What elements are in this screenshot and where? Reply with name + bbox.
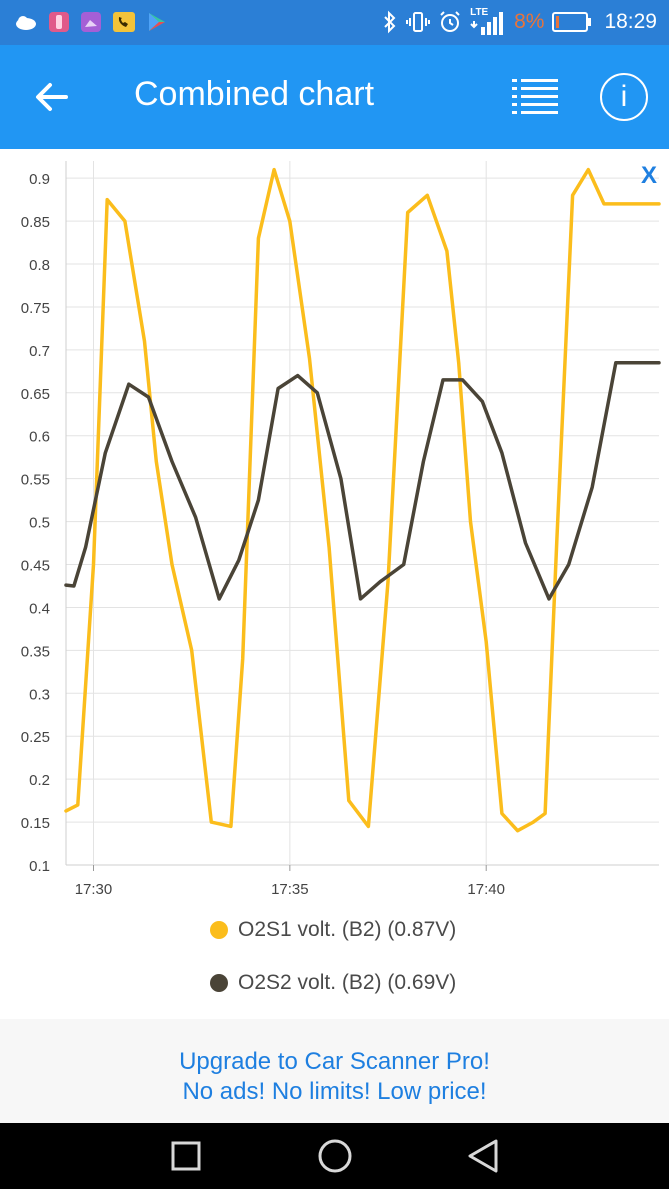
y-tick-label: 0.85 (21, 214, 50, 231)
legend-label: O2S1 volt. (B2) (0.87V) (238, 918, 457, 941)
arrow-left-icon[interactable] (32, 77, 72, 117)
y-tick-label: 0.7 (29, 343, 50, 360)
app-bar: Combined chart i (0, 45, 669, 149)
y-tick-label: 0.2 (29, 772, 50, 789)
info-icon[interactable]: i (600, 73, 648, 121)
app-icon-pink (49, 12, 69, 32)
list-icon[interactable] (512, 77, 558, 115)
series-line-o2s2 (64, 361, 661, 601)
y-tick-label: 0.8 (29, 257, 50, 274)
y-tick-label: 0.15 (21, 815, 50, 832)
weather-icon (16, 16, 36, 30)
series-line-o2s1 (64, 167, 661, 833)
y-tick-label: 0.3 (29, 686, 50, 703)
y-tick-label: 0.4 (29, 600, 50, 617)
battery-icon (552, 12, 592, 32)
battery-percent: 8% (514, 10, 545, 33)
back-triangle-icon[interactable] (466, 1138, 500, 1174)
y-tick-label: 0.25 (21, 729, 50, 746)
network-type: LTE (470, 7, 489, 18)
legend-item-o2s2[interactable]: O2S2 volt. (B2) (0.69V) (210, 971, 456, 995)
y-tick-label: 0.55 (21, 472, 50, 489)
y-tick-label: 0.5 (29, 515, 50, 532)
upgrade-line-1[interactable]: Upgrade to Car Scanner Pro! (179, 1048, 490, 1075)
vibrate-icon (406, 12, 431, 32)
legend-label: O2S2 volt. (B2) (0.69V) (238, 971, 457, 994)
chart-container: 0.1 0.15 0.2 0.25 0.3 0.35 0.4 0.45 0.5 0.55 0.6 0.… (0, 149, 669, 1019)
x-tick-label: 17:30 (75, 881, 113, 898)
notification-icons (14, 8, 168, 36)
navigation-bar (0, 1123, 669, 1189)
system-status: LTE 8% 18:29 (382, 6, 657, 38)
signal-icon (470, 12, 504, 35)
y-tick-label: 0.1 (29, 858, 50, 875)
recent-apps-icon[interactable] (170, 1140, 202, 1172)
upgrade-line-2[interactable]: No ads! No limits! Low price! (182, 1078, 487, 1105)
y-tick-label: 0.35 (21, 643, 50, 660)
upgrade-banner[interactable]: Upgrade to Car Scanner Pro! No ads! No l… (0, 1019, 669, 1123)
app-icon-purple (81, 12, 101, 32)
page-title: Combined chart (134, 75, 375, 113)
y-tick-label: 0.45 (21, 558, 50, 575)
legend-marker-o2s1 (210, 921, 228, 939)
alarm-icon (440, 11, 460, 32)
legend-marker-o2s2 (210, 974, 228, 992)
status-bar: LTE 8% 18:29 (0, 0, 669, 45)
clock: 18:29 (604, 10, 657, 33)
y-tick-label: 0.75 (21, 300, 50, 317)
y-tick-label: 0.65 (21, 386, 50, 403)
close-chart-button[interactable]: X (641, 162, 658, 189)
x-tick-label: 17:35 (271, 881, 309, 898)
x-tick-label: 17:40 (467, 881, 505, 898)
play-store-icon (149, 13, 165, 31)
home-icon[interactable] (317, 1138, 353, 1174)
y-tick-label: 0.9 (29, 171, 50, 188)
combined-chart: 0.1 0.15 0.2 0.25 0.3 0.35 0.4 0.45 0.5 0.55 0.6 0.… (21, 161, 661, 898)
bluetooth-icon (384, 10, 396, 34)
legend-item-o2s1[interactable]: O2S1 volt. (B2) (0.87V) (210, 918, 456, 942)
y-tick-label: 0.6 (29, 429, 50, 446)
app-icon-phone (113, 12, 135, 32)
